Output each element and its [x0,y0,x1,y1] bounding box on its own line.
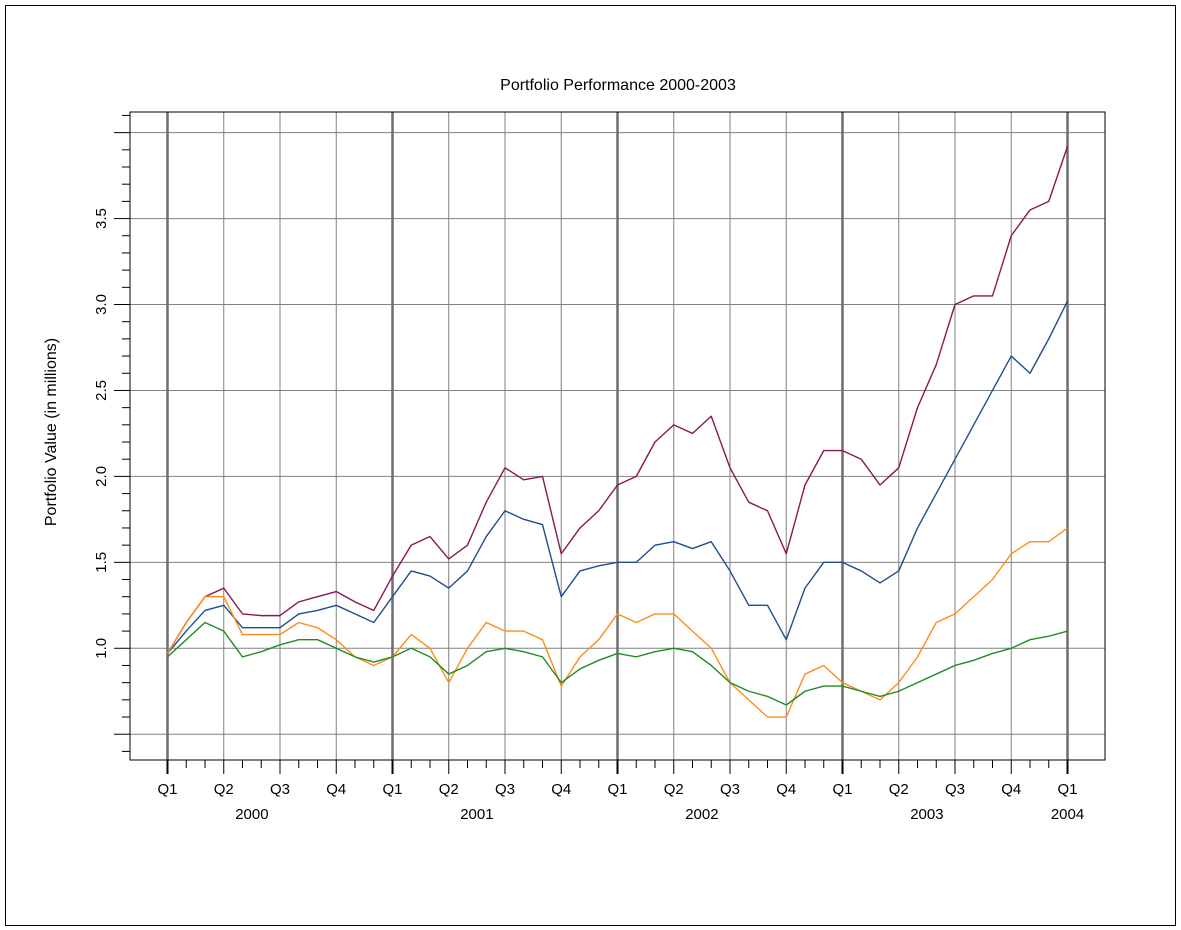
series-line [166,300,1069,654]
x-tick-label: Q1 [1057,781,1077,798]
year-label: 2002 [685,806,718,823]
series-line [166,146,1069,654]
x-tick-label: Q4 [1001,781,1021,798]
x-tick-label: Q3 [270,781,290,798]
x-tick-label: Q3 [945,781,965,798]
y-tick-label: 3.0 [93,294,110,315]
y-tick-label: 3.5 [93,208,110,229]
year-label: 2001 [460,806,493,823]
x-tick-label: Q1 [382,781,402,798]
x-tick-label: Q2 [439,781,459,798]
year-label: 2003 [910,806,943,823]
y-tick-label: 2.5 [93,380,110,401]
x-tick-label: Q2 [889,781,909,798]
x-tick-label: Q3 [720,781,740,798]
frame [5,5,1176,926]
x-tick-label: Q4 [551,781,571,798]
plot-frame [129,111,1106,761]
series-line [167,621,1068,706]
year-label: 2000 [235,806,268,823]
y-tick-label: 2.0 [93,466,110,487]
x-tick-label: Q3 [495,781,515,798]
x-tick-label: Q2 [664,781,684,798]
series-line [166,527,1068,718]
y-tick-label: 1.0 [93,638,110,659]
x-tick-label: Q4 [326,781,346,798]
x-tick-label: Q4 [776,781,796,798]
chart-title: Portfolio Performance 2000-2003 [500,77,736,94]
x-tick-label: Q1 [607,781,627,798]
x-tick-label: Q2 [214,781,234,798]
year-label: 2004 [1051,806,1084,823]
y-tick-label: 1.5 [93,552,110,573]
y-axis-label: Portfolio Value (in millions) [43,338,60,526]
x-tick-label: Q1 [832,781,852,798]
x-tick-label: Q1 [157,781,177,798]
